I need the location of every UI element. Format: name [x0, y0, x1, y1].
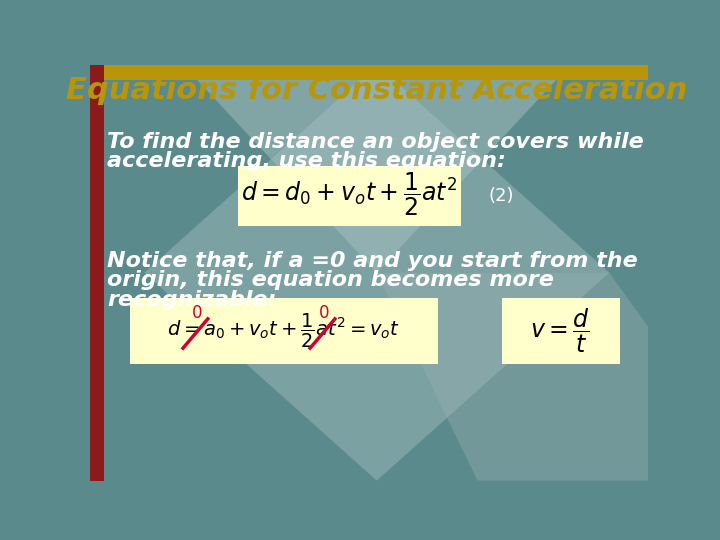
Text: $d = a_0 + v_o t + \dfrac{1}{2}at^2 = v_o t$: $d = a_0 + v_o t + \dfrac{1}{2}at^2 = v_…	[167, 312, 400, 350]
Text: origin, this equation becomes more: origin, this equation becomes more	[107, 271, 554, 291]
FancyBboxPatch shape	[130, 298, 438, 365]
Text: recognizable:: recognizable:	[107, 289, 276, 309]
Polygon shape	[144, 65, 609, 481]
FancyBboxPatch shape	[502, 298, 620, 365]
FancyBboxPatch shape	[238, 166, 462, 226]
Text: (2): (2)	[488, 187, 513, 205]
Text: $v = \dfrac{d}{t}$: $v = \dfrac{d}{t}$	[531, 307, 590, 355]
Text: Notice that, if a =0 and you start from the: Notice that, if a =0 and you start from …	[107, 251, 638, 271]
Text: Equations for Constant Acceleration: Equations for Constant Acceleration	[66, 76, 688, 105]
FancyBboxPatch shape	[90, 65, 648, 80]
Text: accelerating, use this equation:: accelerating, use this equation:	[107, 151, 506, 171]
Polygon shape	[183, 65, 570, 273]
Text: $0$: $0$	[318, 303, 329, 322]
Polygon shape	[377, 273, 648, 481]
Text: $0$: $0$	[192, 303, 202, 322]
Text: To find the distance an object covers while: To find the distance an object covers wh…	[107, 132, 644, 152]
FancyBboxPatch shape	[90, 65, 104, 481]
Text: $d = d_0 + v_o t + \dfrac{1}{2}at^2$: $d = d_0 + v_o t + \dfrac{1}{2}at^2$	[241, 171, 458, 218]
